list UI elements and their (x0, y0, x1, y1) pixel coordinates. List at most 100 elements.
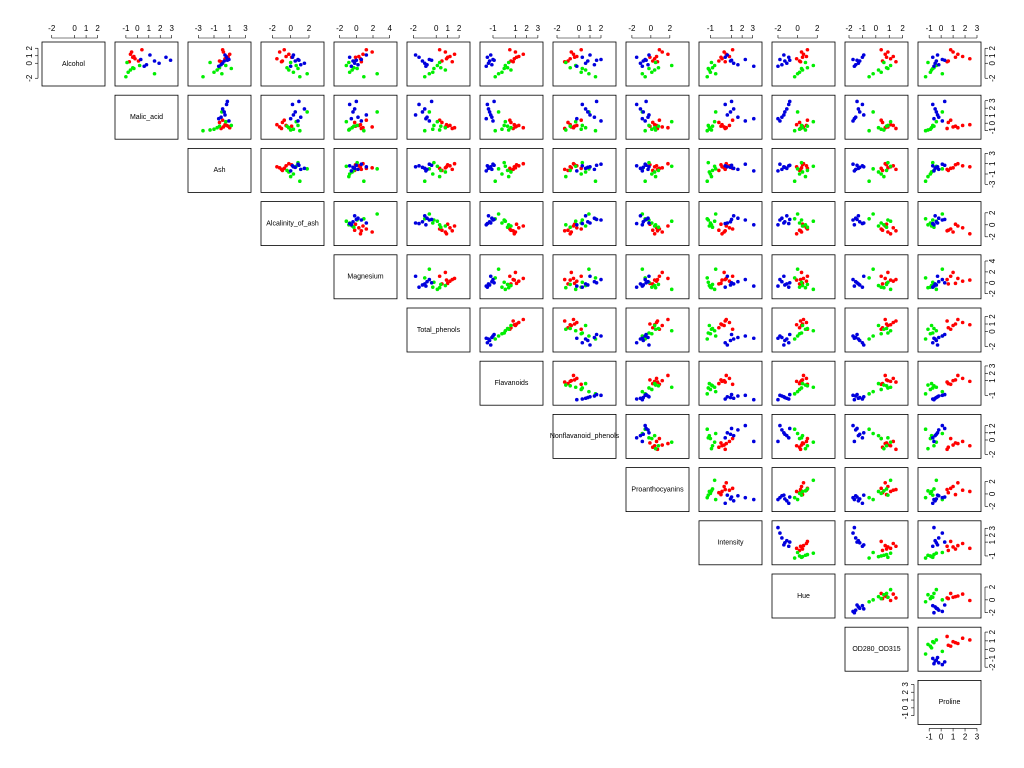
point (666, 161, 670, 166)
point (926, 327, 930, 332)
point (729, 58, 734, 63)
point (724, 441, 729, 446)
point (888, 587, 893, 592)
point (710, 443, 715, 448)
point (787, 392, 792, 397)
point (599, 277, 603, 282)
point (305, 110, 309, 114)
point (666, 441, 670, 446)
point (935, 543, 940, 547)
point (347, 174, 351, 179)
point (225, 58, 230, 63)
point (452, 52, 457, 57)
point (599, 57, 603, 62)
panel (771, 307, 836, 353)
point (792, 556, 797, 560)
point (803, 60, 808, 65)
point (723, 487, 728, 492)
point (805, 282, 810, 287)
point (424, 169, 428, 173)
point (946, 120, 951, 125)
point (871, 550, 875, 555)
point (647, 165, 651, 169)
x-tick-label: 0 (649, 24, 654, 33)
y-tick-label: 0 (988, 120, 997, 125)
point (284, 54, 288, 59)
point (729, 99, 734, 104)
point (505, 65, 510, 70)
point (956, 373, 960, 378)
panel (625, 413, 690, 459)
y-tick-label: 3 (988, 363, 997, 368)
panel (479, 360, 544, 406)
point (650, 387, 654, 392)
point (356, 115, 360, 119)
point (640, 64, 645, 69)
point (719, 222, 723, 226)
y-tick-label: 4 (988, 258, 997, 263)
point (855, 426, 859, 431)
point (805, 539, 810, 544)
point (502, 66, 507, 71)
panel (771, 467, 836, 513)
point (743, 423, 748, 428)
point (634, 221, 639, 226)
point (953, 547, 958, 551)
point (861, 221, 866, 225)
point (573, 287, 578, 292)
point (579, 382, 583, 387)
point (803, 285, 808, 290)
point (516, 279, 521, 283)
point (201, 74, 205, 79)
point (413, 221, 418, 225)
point (425, 279, 429, 284)
point (926, 446, 930, 451)
point (588, 274, 592, 279)
point (886, 270, 890, 275)
point (502, 218, 507, 222)
point (223, 119, 228, 124)
point (580, 331, 585, 335)
point (502, 160, 507, 165)
point (930, 656, 935, 661)
point (929, 646, 934, 650)
point (855, 332, 859, 337)
point (370, 125, 374, 129)
point (364, 47, 369, 52)
point (855, 392, 859, 397)
point (484, 64, 489, 69)
point (930, 555, 935, 560)
point (729, 163, 734, 168)
panel (552, 360, 617, 406)
point (724, 480, 729, 485)
point (223, 113, 227, 117)
point (298, 167, 303, 172)
panel (333, 201, 398, 247)
panel (479, 41, 544, 87)
point (653, 128, 658, 132)
point (364, 113, 369, 117)
y-tick-label: 0 (25, 60, 34, 65)
point (594, 163, 599, 168)
point (706, 123, 711, 128)
point (736, 62, 740, 67)
point (564, 174, 568, 179)
panel (917, 254, 982, 300)
point (948, 327, 953, 332)
point (298, 179, 302, 183)
panel (698, 467, 763, 513)
point (296, 119, 300, 123)
point (787, 163, 792, 168)
point (420, 110, 425, 114)
point (787, 332, 792, 337)
point (736, 115, 740, 119)
point (440, 120, 444, 125)
point (287, 52, 291, 57)
point (731, 61, 736, 66)
point (876, 433, 881, 438)
point (883, 52, 888, 57)
point (223, 122, 227, 127)
point (493, 179, 498, 183)
point (882, 489, 886, 493)
point (647, 394, 651, 399)
